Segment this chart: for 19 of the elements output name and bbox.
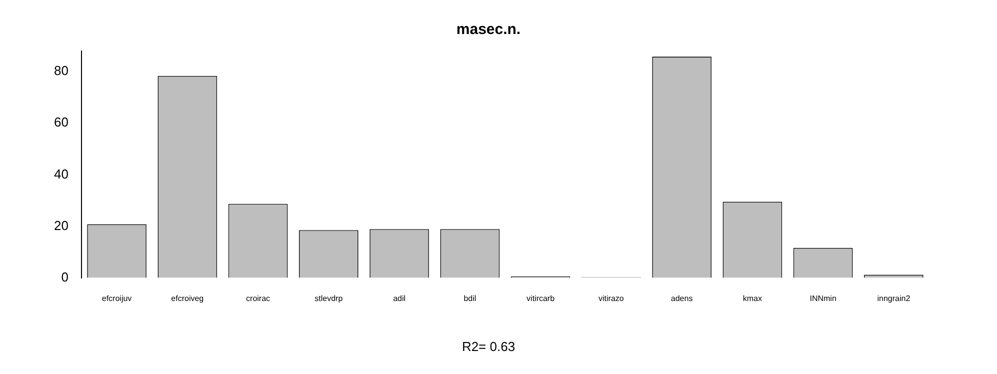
x-tick-label: vitirazo [598,294,624,303]
y-tick-label: 40 [54,166,68,182]
x-tick-label: efcroiveg [171,294,204,303]
x-tick-label: stlevdrp [314,294,344,303]
chart-title: masec.n. [456,21,521,38]
x-tick-label: inngrain2 [877,294,911,303]
text: R2= 0.63 [462,338,516,354]
x-tick-label: kmax [742,294,762,303]
x-tick-label: vitircarb [526,294,556,303]
x-tick-label: bdil [464,294,476,303]
y-tick-label: 80 [54,63,68,78]
y-tick-label: 20 [54,218,68,233]
x-tick-label: INNmin [810,294,836,303]
x-tick-label: efcroijuv [102,294,132,303]
y-tick-label: 60 [54,114,68,130]
x-tick-label: adil [393,294,406,303]
y-tick-label: 0 [61,269,68,284]
x-tick-label: adens [670,294,693,303]
x-tick-label: croirac [246,294,270,303]
